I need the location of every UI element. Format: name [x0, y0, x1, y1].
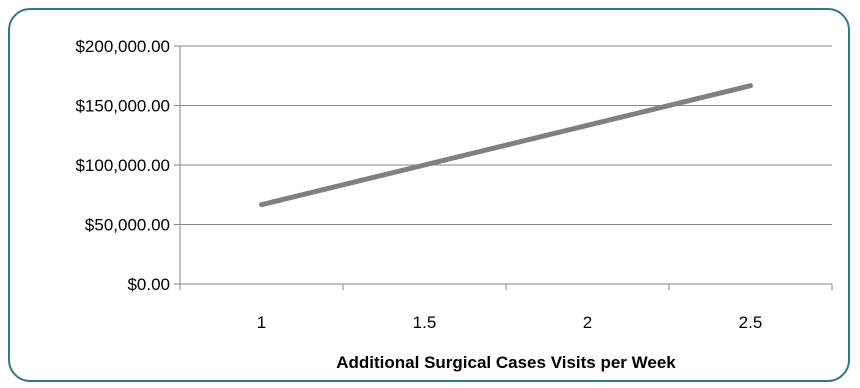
- y-tick-label: $100,000.00: [75, 156, 170, 175]
- x-tick-label: 2.5: [739, 313, 763, 332]
- x-tick-label: 1: [257, 313, 266, 332]
- x-tick-label: 1.5: [413, 313, 437, 332]
- x-axis-tick-labels: 1 1.5 2 2.5: [257, 313, 763, 332]
- y-tick-label: $50,000.00: [85, 216, 170, 235]
- gridlines: [180, 45, 832, 225]
- axes: [174, 45, 833, 290]
- series-lines: [259, 83, 753, 208]
- x-tick-label: 2: [583, 313, 592, 332]
- y-tick-label: $0.00: [127, 275, 170, 294]
- y-tick-label: $150,000.00: [75, 97, 170, 116]
- series-line: [259, 83, 753, 208]
- chart-frame: [8, 8, 850, 382]
- y-tick-label: $200,000.00: [75, 37, 170, 56]
- y-axis-tick-labels: $0.00 $50,000.00 $100,000.00 $150,000.00 $20…: [75, 37, 170, 294]
- x-axis-title: Additional Surgical Cases Visits per Wee…: [336, 353, 676, 372]
